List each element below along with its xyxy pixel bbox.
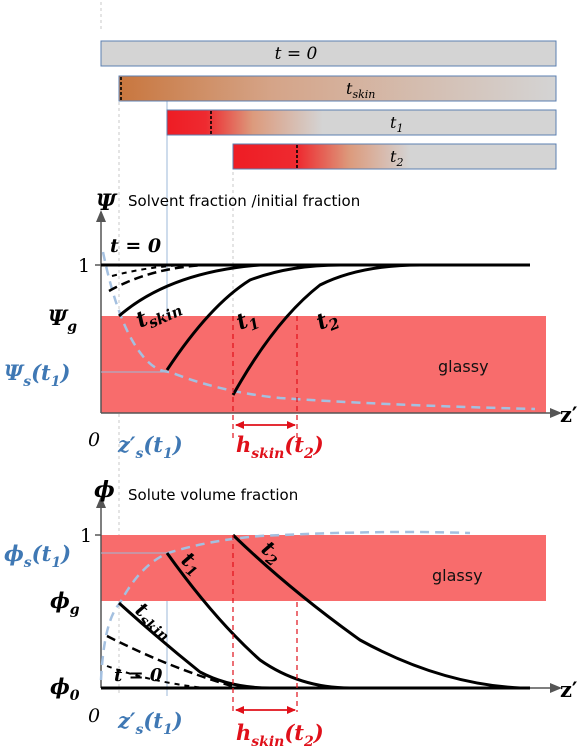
psi-tick-one-label: 1: [78, 255, 90, 277]
phi-h-label: hskin(t2): [236, 720, 324, 750]
bar-t1: [166, 109, 557, 136]
panel-phi: glassy ϕ Solute volume fraction 1 t = 0 …: [4, 477, 578, 750]
psi-surface-path: [101, 251, 536, 411]
phi-curve-t1: [165, 552, 351, 690]
bar-t2: [232, 143, 557, 170]
phi-label-t0: t = 0: [114, 665, 163, 686]
phi-zs-label: z′s(t1): [117, 708, 183, 738]
psi-origin-label: 0: [88, 429, 100, 451]
psi-s-label: Ψs(t1): [4, 360, 70, 390]
psi-g-label: Ψg: [48, 305, 77, 335]
psi-title: Solvent fraction /initial fraction: [128, 192, 360, 210]
bar-t0-label: t = 0: [275, 44, 318, 64]
glassy-label-phi: glassy: [432, 566, 483, 585]
glassy-label-psi: glassy: [438, 357, 489, 376]
timeline: t = 0 tskin t1 t2: [100, 40, 557, 170]
phi-s-label: ϕs(t1): [4, 541, 71, 571]
phi-surface-path: [99, 530, 471, 681]
phi-curve-tskin: [117, 601, 271, 690]
psi-curve-t2: [231, 263, 421, 396]
phi-g-label: ϕg: [50, 588, 80, 618]
phi-curve-t2: [231, 533, 521, 690]
phi-axis-symbol: ϕ: [94, 477, 115, 503]
glassy-region-phi: [101, 535, 546, 601]
phi-origin-label: 0: [88, 705, 100, 727]
phi-label-tskin: tskin: [128, 597, 179, 645]
glassy-region-psi: [101, 316, 546, 413]
psi-curve-t1: [165, 263, 341, 371]
psi-zs-label: z′s(t1): [117, 432, 183, 462]
psi-axis-symbol: Ψ: [96, 190, 118, 216]
phi-curve-dash-a: [106, 634, 233, 688]
panel-psi: glassy Ψ Solvent fraction /initial fract…: [4, 190, 578, 462]
psi-curve-dash-a: [108, 263, 206, 293]
bar-tskin: [118, 75, 557, 102]
bar-t0: [100, 40, 557, 67]
phi-0-label: ϕ0: [50, 674, 80, 704]
phi-tick-one-label: 1: [80, 525, 92, 547]
psi-curve-tskin: [118, 263, 261, 318]
psi-h-label: hskin(t2): [236, 432, 324, 462]
psi-label-t0: t = 0: [110, 235, 161, 257]
psi-axis-label: z′: [560, 402, 578, 427]
phi-axis-label: z′: [560, 677, 578, 702]
phi-title: Solute volume fraction: [128, 486, 298, 504]
